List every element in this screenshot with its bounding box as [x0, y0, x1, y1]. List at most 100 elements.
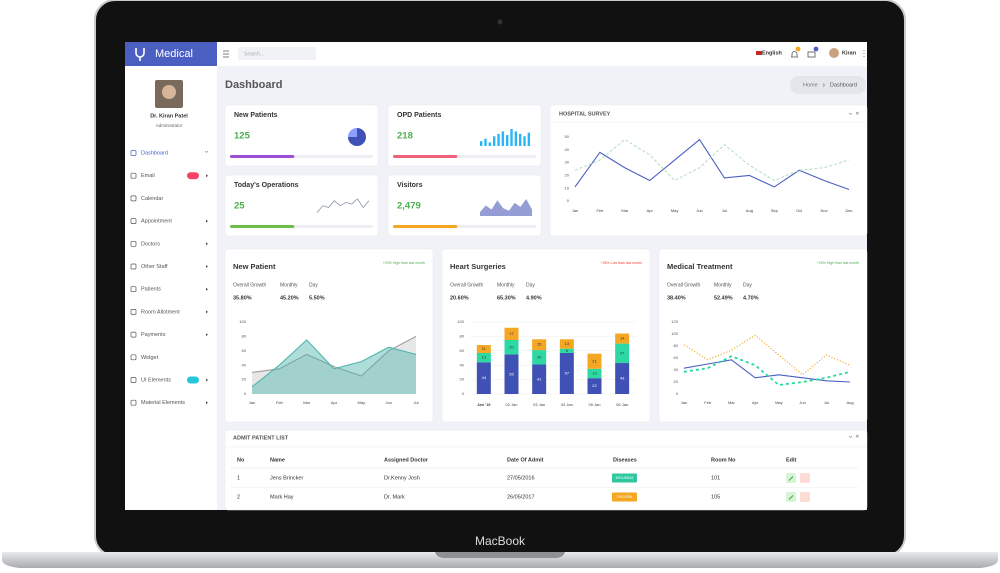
- menu-arrow: [206, 401, 208, 405]
- stat-number: 4.90%: [526, 295, 542, 301]
- delete-button[interactable]: [800, 473, 810, 483]
- y-tick-label: 80: [674, 343, 679, 348]
- spark-line: [316, 198, 370, 213]
- menu-item[interactable]: Payments: [141, 332, 166, 338]
- stat-title: OPD Patients: [397, 112, 441, 119]
- spark-bar: [484, 138, 487, 146]
- menu-item[interactable]: Patients: [141, 287, 161, 293]
- menu-item[interactable]: Other Staff: [141, 264, 168, 270]
- y-tick-label: 100: [239, 319, 246, 324]
- mail-icon[interactable]: [807, 51, 816, 58]
- y-tick-label: 60: [674, 355, 679, 360]
- menu-icon: [130, 172, 137, 179]
- user-avatar: [829, 48, 839, 58]
- menu-item[interactable]: Material Elements: [141, 400, 185, 406]
- bar-segment: [476, 352, 491, 363]
- menu-item[interactable]: UI Elements: [141, 377, 171, 383]
- x-tick-label: Jan: [572, 208, 578, 213]
- series-line: [683, 334, 851, 376]
- card-tools[interactable]: [848, 434, 859, 438]
- stat-label: Monthly: [280, 282, 298, 288]
- bar-value-label: 55: [509, 371, 514, 376]
- language[interactable]: English: [762, 50, 783, 56]
- bar-value-label: 27: [620, 350, 625, 355]
- progress-fill: [230, 225, 295, 228]
- bar-segment: [532, 364, 547, 394]
- chart-title: New Patient: [233, 262, 276, 271]
- bar-segment: [615, 343, 630, 364]
- bar-value-label: 22: [592, 383, 597, 388]
- spark-bar: [497, 133, 500, 146]
- bar-segment: [504, 340, 519, 355]
- profile-role: Administrator: [156, 123, 183, 128]
- column-header: Name: [270, 457, 285, 463]
- bar-segment: [559, 352, 574, 394]
- menu-icon: [130, 263, 137, 270]
- x-tick-label: Feb: [276, 400, 284, 405]
- x-tick-label: 03 Jan: [533, 402, 545, 407]
- stat-number: 65.30%: [497, 295, 516, 301]
- menu-item[interactable]: Doctors: [141, 241, 160, 247]
- chart-annotation: +20% High than last month: [383, 261, 425, 265]
- bar-segment: [504, 354, 519, 394]
- x-tick-label: Aug: [846, 400, 853, 405]
- stat-value: 25: [234, 201, 245, 212]
- bell-icon[interactable]: [791, 51, 798, 58]
- stat-label: Monthly: [714, 282, 732, 288]
- y-tick-label: 100: [457, 319, 464, 324]
- x-tick-label: Sep: [771, 208, 779, 213]
- bar-segment: [559, 339, 574, 349]
- search-box[interactable]: [238, 47, 316, 60]
- x-tick-label: Mar: [621, 208, 629, 213]
- bar-segment: [476, 362, 491, 394]
- menu-item[interactable]: Widget: [141, 355, 159, 361]
- menu-icon: [130, 218, 137, 224]
- stat-number: 52.49%: [714, 295, 733, 301]
- logo-bar: [125, 42, 217, 66]
- delete-button[interactable]: [800, 492, 810, 502]
- bar-value-label: 41: [537, 376, 542, 381]
- y-tick-label: 0: [462, 391, 465, 396]
- stat-value: 125: [234, 131, 251, 142]
- menu-item[interactable]: Dashboard: [141, 150, 168, 156]
- stat-number: 20.60%: [450, 295, 469, 301]
- area-fill: [252, 340, 416, 394]
- bar-value-label: 13: [482, 355, 487, 360]
- table-cell: 27/05/2016: [507, 475, 535, 481]
- menu-item[interactable]: Calendar: [141, 196, 163, 202]
- profile-name: Dr. Kiran Patel: [150, 113, 188, 119]
- spark-bar: [519, 133, 522, 146]
- breadcrumb-home[interactable]: Home: [803, 82, 818, 88]
- table-cell: 1: [237, 475, 240, 481]
- profile-face: [162, 85, 176, 99]
- x-tick-label: 06 Jan: [616, 402, 628, 407]
- table-cell: Dr.Kenny Josh: [384, 475, 420, 481]
- search-placeholder[interactable]: Search...: [244, 51, 264, 57]
- card-tools[interactable]: [848, 111, 859, 115]
- menu-icon: [130, 309, 137, 315]
- x-tick-label: Jul: [722, 208, 727, 213]
- menu-item[interactable]: Room Allotment: [141, 309, 180, 315]
- spark-bar: [523, 136, 526, 146]
- stat-title: New Patients: [234, 112, 278, 119]
- bar-segment: [615, 333, 630, 344]
- notch: [435, 552, 565, 558]
- bar-value-label: 17: [509, 331, 514, 336]
- column-header: Edit: [786, 457, 797, 463]
- menu-toggle[interactable]: [223, 50, 229, 58]
- table-cell: Dr. Mark: [384, 494, 405, 500]
- bar-value-label: 13: [592, 371, 597, 376]
- menu-arrow: [206, 287, 208, 291]
- bar-value-label: 57: [565, 371, 570, 376]
- user-name[interactable]: Kiran: [842, 50, 857, 56]
- menu-item[interactable]: Email: [141, 173, 155, 179]
- chart-title: Heart Surgeries: [450, 262, 506, 271]
- y-tick-label: 80: [460, 333, 465, 338]
- stat-number: 38.40%: [667, 295, 686, 301]
- menu-item[interactable]: Appointment: [141, 219, 172, 225]
- breadcrumb-sep: [822, 83, 825, 87]
- bar-segment: [587, 378, 602, 394]
- spark-bar: [506, 135, 509, 146]
- x-tick-label: Feb: [704, 400, 712, 405]
